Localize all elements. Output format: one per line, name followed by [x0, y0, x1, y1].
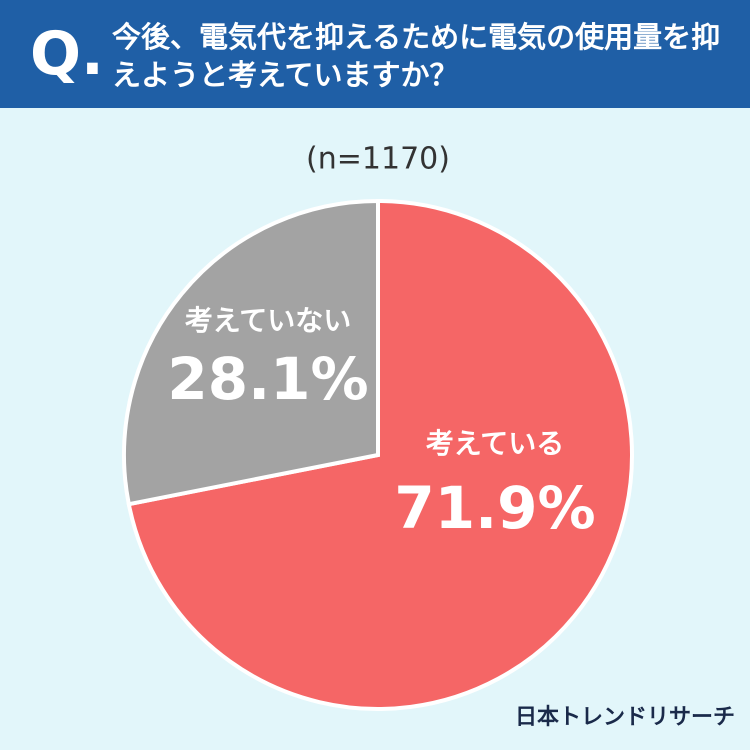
- chart-subtitle: (n=1170): [306, 142, 450, 177]
- pie-slice: [126, 198, 634, 711]
- pie-slice: [122, 198, 380, 507]
- question-text: 今後、電気代を抑えるために電気の使用量を抑えようと考えていますか？: [112, 20, 721, 92]
- slice-label: 考えている: [426, 427, 565, 460]
- question-mark: Q.: [30, 19, 104, 89]
- brand: 日本トレンドリサーチ: [515, 705, 735, 730]
- value-label: 71.9%: [394, 474, 595, 542]
- value-label: 28.1%: [167, 345, 368, 413]
- question-header: Q. 今後、電気代を抑えるために電気の使用量を抑えようと考えていますか？: [0, 0, 750, 108]
- slice-label: 考えていない: [185, 304, 352, 337]
